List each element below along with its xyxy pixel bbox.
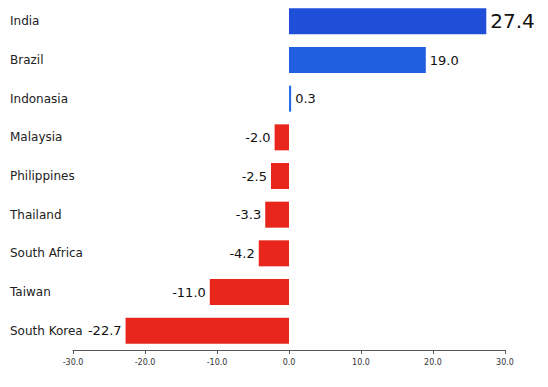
svg-text:10.0: 10.0 xyxy=(352,358,370,367)
svg-text:South Africa: South Africa xyxy=(10,246,83,260)
svg-text:Thailand: Thailand xyxy=(9,208,62,222)
svg-text:India: India xyxy=(10,14,39,28)
svg-text:-4.2: -4.2 xyxy=(229,246,254,261)
svg-text:-22.7: -22.7 xyxy=(88,323,122,338)
svg-text:27.4: 27.4 xyxy=(490,9,535,33)
svg-text:-10.0: -10.0 xyxy=(207,358,228,367)
svg-text:Brazil: Brazil xyxy=(10,53,44,67)
svg-text:19.0: 19.0 xyxy=(430,53,459,68)
svg-text:-30.0: -30.0 xyxy=(63,358,84,367)
svg-text:South Korea: South Korea xyxy=(10,324,83,338)
svg-text:-2.0: -2.0 xyxy=(245,130,270,145)
svg-text:Malaysia: Malaysia xyxy=(10,130,62,144)
svg-text:30.0: 30.0 xyxy=(496,358,514,367)
svg-text:-2.5: -2.5 xyxy=(242,169,267,184)
svg-text:0.0: 0.0 xyxy=(283,358,296,367)
svg-text:-3.3: -3.3 xyxy=(236,207,261,222)
svg-text:Taiwan: Taiwan xyxy=(9,285,51,299)
svg-text:Indonasia: Indonasia xyxy=(10,92,68,106)
svg-text:-20.0: -20.0 xyxy=(135,358,156,367)
svg-text:-11.0: -11.0 xyxy=(172,285,206,300)
svg-text:20.0: 20.0 xyxy=(424,358,442,367)
svg-text:Philippines: Philippines xyxy=(10,169,75,183)
svg-text:0.3: 0.3 xyxy=(295,91,316,106)
